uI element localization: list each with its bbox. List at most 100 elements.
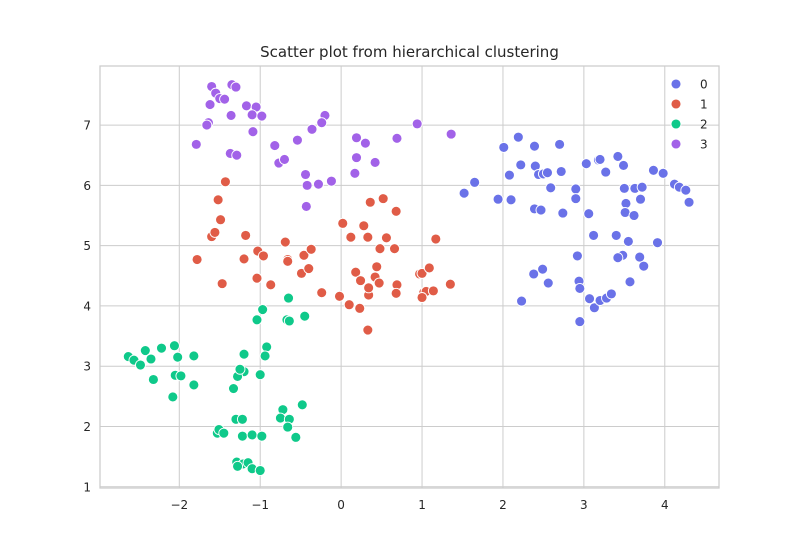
data-point-cluster-1: [219, 176, 231, 188]
data-point-cluster-0: [537, 263, 549, 275]
legend-label-1: 1: [700, 98, 708, 112]
data-point-cluster-1: [362, 324, 374, 336]
data-point-cluster-2: [188, 379, 200, 391]
data-point-cluster-1: [265, 279, 277, 291]
data-point-cluster-3: [313, 178, 324, 190]
y-tick-label: 6: [83, 179, 91, 193]
data-point-cluster-0: [516, 295, 528, 307]
data-point-cluster-1: [305, 243, 317, 255]
data-point-cluster-0: [528, 268, 540, 280]
data-point-cluster-1: [279, 236, 291, 248]
data-point-cluster-1: [258, 250, 269, 262]
data-point-cluster-0: [634, 251, 646, 263]
data-point-cluster-0: [588, 302, 600, 314]
data-point-cluster-2: [135, 359, 146, 371]
data-point-cluster-3: [269, 140, 281, 152]
data-point-cluster-1: [390, 205, 402, 217]
x-tick-label: −2: [170, 498, 188, 512]
data-point-cluster-0: [628, 210, 640, 221]
data-point-cluster-0: [574, 283, 586, 294]
data-point-cluster-2: [282, 421, 294, 433]
data-point-cluster-0: [545, 182, 557, 194]
legend-label-0: 0: [700, 78, 708, 92]
data-point-cluster-0: [588, 229, 600, 241]
y-tick-label: 4: [83, 299, 91, 313]
data-point-cluster-3: [201, 119, 213, 131]
data-point-cluster-1: [371, 261, 383, 273]
y-tick-label: 7: [83, 119, 91, 133]
data-point-cluster-1: [191, 254, 203, 265]
data-point-cluster-0: [571, 250, 583, 262]
x-tick-label: 1: [418, 498, 426, 512]
data-point-cluster-2: [299, 310, 311, 322]
data-point-cluster-1: [238, 253, 250, 265]
data-point-cluster-3: [349, 167, 361, 179]
data-point-cluster-1: [209, 226, 221, 238]
data-point-cluster-0: [542, 277, 554, 289]
data-point-cluster-1: [380, 232, 392, 244]
data-point-cluster-1: [350, 266, 362, 278]
data-point-cluster-1: [364, 196, 376, 208]
data-point-cluster-3: [247, 126, 259, 138]
data-point-cluster-3: [391, 132, 403, 144]
data-point-cluster-0: [469, 176, 481, 188]
data-point-cluster-1: [373, 277, 385, 289]
data-point-cluster-1: [343, 299, 355, 311]
data-point-cluster-0: [683, 196, 695, 208]
tick-labels: −2 −1 0 1 2 3 4 1 2 3 4 5 6 7: [83, 119, 668, 512]
legend-label-3: 3: [700, 138, 708, 152]
data-point-cluster-1: [377, 193, 389, 205]
data-point-cluster-1: [355, 275, 366, 287]
data-point-cluster-2: [172, 351, 184, 363]
data-point-cluster-2: [168, 340, 180, 352]
data-point-cluster-2: [175, 370, 187, 382]
data-point-cluster-3: [241, 100, 252, 112]
data-point-cluster-0: [503, 169, 515, 181]
data-point-cluster-0: [635, 193, 646, 205]
data-point-cluster-1: [423, 262, 435, 274]
data-point-cluster-2: [246, 429, 258, 441]
data-point-cluster-1: [389, 243, 400, 255]
data-point-cluster-3: [256, 110, 268, 122]
data-point-cluster-0: [612, 150, 624, 162]
x-tick-label: 4: [661, 498, 669, 512]
data-point-cluster-0: [512, 131, 524, 143]
y-tick-label: 3: [83, 360, 91, 374]
legend-label-2: 2: [700, 118, 708, 132]
y-tick-label: 5: [83, 239, 91, 253]
data-point-cluster-2: [283, 315, 295, 327]
data-point-cluster-3: [219, 93, 231, 105]
data-point-cluster-0: [584, 293, 595, 305]
data-point-cluster-0: [580, 158, 592, 170]
data-point-cluster-0: [612, 252, 624, 264]
data-point-cluster-3: [300, 201, 312, 212]
data-point-cluster-0: [622, 235, 634, 247]
data-point-cluster-0: [620, 197, 632, 209]
x-tick-label: −1: [251, 498, 269, 512]
data-point-cluster-1: [374, 243, 386, 255]
data-point-cluster-2: [228, 383, 239, 394]
data-point-cluster-3: [225, 109, 237, 121]
data-point-cluster-3: [351, 132, 362, 144]
data-point-cluster-2: [167, 391, 179, 403]
legend-marker-1: [670, 98, 682, 110]
data-point-cluster-2: [274, 412, 286, 424]
data-point-cluster-1: [444, 278, 456, 290]
y-tick-label: 1: [83, 480, 91, 494]
data-point-cluster-3: [411, 118, 423, 130]
data-point-cluster-1: [216, 278, 228, 290]
data-point-cluster-3: [291, 134, 303, 146]
data-point-cluster-3: [316, 117, 328, 129]
data-point-cluster-0: [515, 159, 527, 171]
data-point-cluster-2: [283, 292, 294, 304]
data-point-cluster-0: [680, 184, 692, 196]
x-tick-label: 2: [499, 498, 507, 512]
data-point-cluster-2: [259, 350, 271, 362]
data-point-cluster-2: [188, 350, 200, 362]
plot-frame: [99, 65, 720, 489]
data-point-cluster-2: [145, 353, 157, 365]
data-point-cluster-3: [301, 179, 313, 191]
data-point-cluster-3: [445, 128, 457, 140]
gridlines: [100, 66, 719, 488]
